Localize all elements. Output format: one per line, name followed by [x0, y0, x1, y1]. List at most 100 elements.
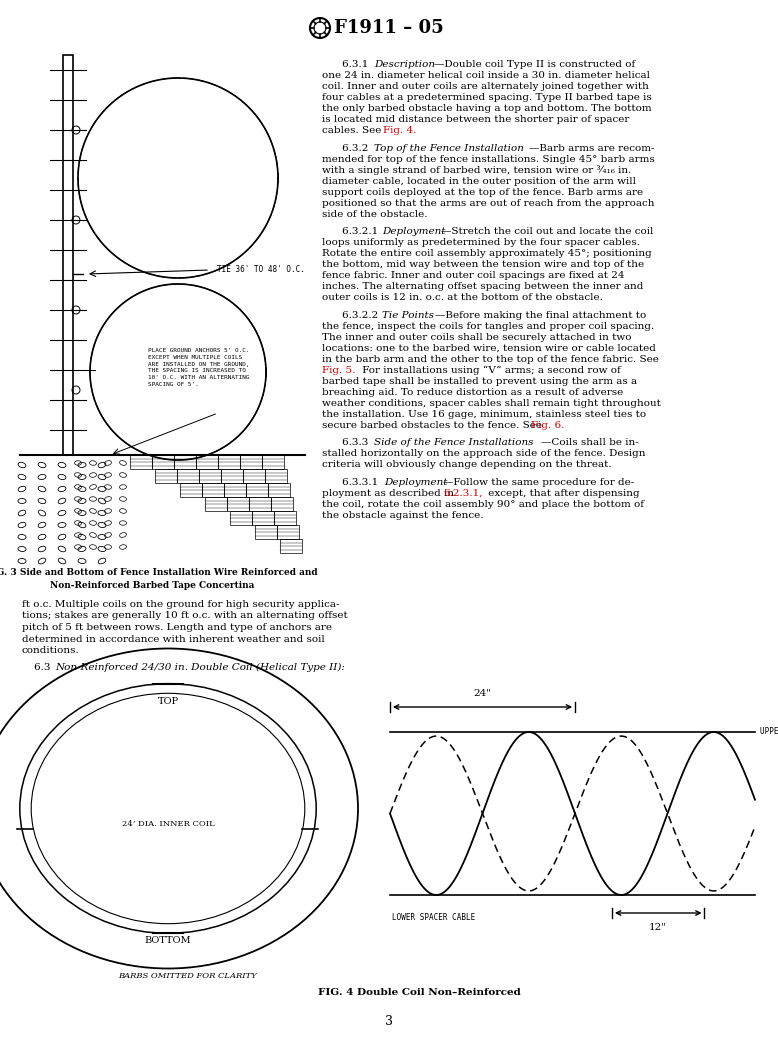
Text: barbed tape shall be installed to prevent using the arm as a: barbed tape shall be installed to preven… [322, 377, 637, 386]
Text: —Before making the final attachment to: —Before making the final attachment to [435, 311, 647, 320]
Text: positioned so that the arms are out of reach from the approach: positioned so that the arms are out of r… [322, 199, 654, 207]
Text: secure barbed obstacles to the fence. See: secure barbed obstacles to the fence. Se… [322, 421, 545, 430]
Text: 6.3.2.1: 6.3.2.1 [342, 227, 381, 236]
Bar [202, 483, 224, 497]
Text: mended for top of the fence installations. Single 45° barb arms: mended for top of the fence installation… [322, 155, 655, 163]
Text: coil. Inner and outer coils are alternately joined together with: coil. Inner and outer coils are alternat… [322, 82, 649, 91]
Text: support coils deployed at the top of the fence. Barb arms are: support coils deployed at the top of the… [322, 187, 643, 197]
Text: the coil, rotate the coil assembly 90° and place the bottom of: the coil, rotate the coil assembly 90° a… [322, 500, 644, 509]
Text: the fence, inspect the coils for tangles and proper coil spacing.: the fence, inspect the coils for tangles… [322, 322, 654, 331]
Text: except, that after dispensing: except, that after dispensing [485, 489, 640, 498]
Text: 6.3: 6.3 [34, 663, 54, 672]
Bar [274, 511, 296, 525]
Text: in the barb arm and the other to the top of the fence fabric. See: in the barb arm and the other to the top… [322, 355, 659, 363]
Text: Side of the Fence Installations: Side of the Fence Installations [374, 438, 534, 448]
Bar [63, 55, 73, 455]
Bar [155, 469, 177, 483]
Text: cables. See: cables. See [322, 126, 384, 135]
Text: is located mid distance between the shorter pair of spacer: is located mid distance between the shor… [322, 115, 629, 124]
Text: 6.3.3: 6.3.3 [342, 438, 372, 448]
Text: locations: one to the barbed wire, tension wire or cable located: locations: one to the barbed wire, tensi… [322, 344, 656, 353]
Text: TOP: TOP [157, 697, 179, 706]
Text: the bottom, mid way between the tension wire and top of the: the bottom, mid way between the tension … [322, 260, 644, 270]
Bar [240, 455, 262, 469]
Text: inches. The alternating offset spacing between the inner and: inches. The alternating offset spacing b… [322, 282, 643, 291]
Text: Rotate the entire coil assembly approximately 45°; positioning: Rotate the entire coil assembly approxim… [322, 249, 652, 258]
Bar [196, 455, 218, 469]
Bar [227, 497, 249, 511]
Bar [174, 455, 196, 469]
Text: Top of the Fence Installation: Top of the Fence Installation [374, 144, 524, 153]
Text: Deployment: Deployment [384, 478, 447, 487]
Bar [180, 483, 202, 497]
Bar [230, 511, 252, 525]
Text: 6.3.2.2: 6.3.2.2 [342, 311, 381, 320]
Text: UPPER SPACER CABLE: UPPER SPACER CABLE [760, 728, 778, 736]
Bar [277, 525, 299, 539]
Bar [262, 455, 284, 469]
Text: Description: Description [374, 60, 435, 69]
Text: Deployment: Deployment [382, 227, 445, 236]
Bar [243, 469, 265, 483]
Text: the obstacle against the fence.: the obstacle against the fence. [322, 511, 483, 520]
Text: 6.2.3.1,: 6.2.3.1, [443, 489, 482, 498]
Text: 3: 3 [385, 1015, 393, 1029]
Text: —Coils shall be in-: —Coils shall be in- [541, 438, 639, 448]
Text: 6.3.2: 6.3.2 [342, 144, 372, 153]
Text: —Double coil Type II is constructed of: —Double coil Type II is constructed of [434, 60, 636, 69]
Text: four cables at a predetermined spacing. Type II barbed tape is: four cables at a predetermined spacing. … [322, 93, 652, 102]
Text: BARBS OMITTED FOR CLARITY: BARBS OMITTED FOR CLARITY [118, 972, 257, 980]
Text: FIG. 4 Double Coil Non–Reinforced: FIG. 4 Double Coil Non–Reinforced [317, 988, 520, 997]
Text: side of the obstacle.: side of the obstacle. [322, 209, 427, 219]
Bar [252, 511, 274, 525]
Bar [199, 469, 221, 483]
Bar [265, 469, 287, 483]
Text: pitch of 5 ft between rows. Length and type of anchors are: pitch of 5 ft between rows. Length and t… [22, 623, 332, 632]
Text: 6.3.1: 6.3.1 [342, 60, 372, 69]
Text: Fig. 5.: Fig. 5. [322, 365, 356, 375]
Text: conditions.: conditions. [22, 646, 80, 655]
Bar [152, 455, 174, 469]
Bar [177, 469, 199, 483]
Text: weather conditions, spacer cables shall remain tight throughout: weather conditions, spacer cables shall … [322, 399, 661, 408]
Bar [130, 455, 152, 469]
Bar [271, 497, 293, 511]
Text: The inner and outer coils shall be securely attached in two: The inner and outer coils shall be secur… [322, 333, 632, 341]
Text: —Follow the same procedure for de-: —Follow the same procedure for de- [443, 478, 634, 487]
Text: with a single strand of barbed wire, tension wire or ¾₁₆ in.: with a single strand of barbed wire, ten… [322, 166, 632, 175]
Text: ployment as described in: ployment as described in [322, 489, 457, 498]
Bar [255, 525, 277, 539]
Bar [268, 483, 290, 497]
Text: outer coils is 12 in. o.c. at the bottom of the obstacle.: outer coils is 12 in. o.c. at the bottom… [322, 294, 603, 302]
Text: Non-Reinforced 24/30 in. Double Coil (Helical Type II):: Non-Reinforced 24/30 in. Double Coil (He… [55, 663, 345, 672]
Text: criteria will obviously change depending on the threat.: criteria will obviously change depending… [322, 460, 612, 469]
Text: loops uniformly as predetermined by the four spacer cables.: loops uniformly as predetermined by the … [322, 238, 640, 247]
Text: TIE 36' TO 48' O.C.: TIE 36' TO 48' O.C. [217, 265, 305, 275]
Text: fence fabric. Inner and outer coil spacings are fixed at 24: fence fabric. Inner and outer coil spaci… [322, 272, 625, 280]
Text: Fig. 4.: Fig. 4. [383, 126, 416, 135]
Bar [280, 539, 302, 553]
Text: 6.3.3.1: 6.3.3.1 [342, 478, 381, 487]
Text: stalled horizontally on the approach side of the fence. Design: stalled horizontally on the approach sid… [322, 450, 646, 458]
Bar [224, 483, 246, 497]
Text: ft o.c. Multiple coils on the ground for high security applica-: ft o.c. Multiple coils on the ground for… [22, 600, 339, 609]
Text: tions; stakes are generally 10 ft o.c. with an alternating offset: tions; stakes are generally 10 ft o.c. w… [22, 611, 348, 620]
Text: 24": 24" [474, 689, 492, 699]
Text: Fig. 6.: Fig. 6. [531, 421, 564, 430]
Text: Tie Points: Tie Points [382, 311, 434, 320]
Text: breaching aid. To reduce distortion as a result of adverse: breaching aid. To reduce distortion as a… [322, 388, 623, 397]
Bar [218, 455, 240, 469]
Text: BOTTOM: BOTTOM [145, 936, 191, 945]
Text: the only barbed obstacle having a top and bottom. The bottom: the only barbed obstacle having a top an… [322, 104, 652, 113]
Bar [205, 497, 227, 511]
Text: the installation. Use 16 gage, minimum, stainless steel ties to: the installation. Use 16 gage, minimum, … [322, 410, 646, 418]
Bar [246, 483, 268, 497]
Text: FIG. 3 Side and Bottom of Fence Installation Wire Reinforced and
Non-Reinforced : FIG. 3 Side and Bottom of Fence Installa… [0, 568, 317, 589]
Bar [221, 469, 243, 483]
Bar [249, 497, 271, 511]
Text: one 24 in. diameter helical coil inside a 30 in. diameter helical: one 24 in. diameter helical coil inside … [322, 71, 650, 80]
Text: 24’ DIA. INNER COIL: 24’ DIA. INNER COIL [121, 819, 215, 828]
Text: PLACE GROUND ANCHORS 5' O.C.
EXCEPT WHEN MULTIPLE COILS
ARE INSTALLED ON THE GRO: PLACE GROUND ANCHORS 5' O.C. EXCEPT WHEN… [148, 348, 250, 387]
Text: —Barb arms are recom-: —Barb arms are recom- [529, 144, 654, 153]
Text: For installations using “V” arms; a second row of: For installations using “V” arms; a seco… [359, 365, 621, 375]
